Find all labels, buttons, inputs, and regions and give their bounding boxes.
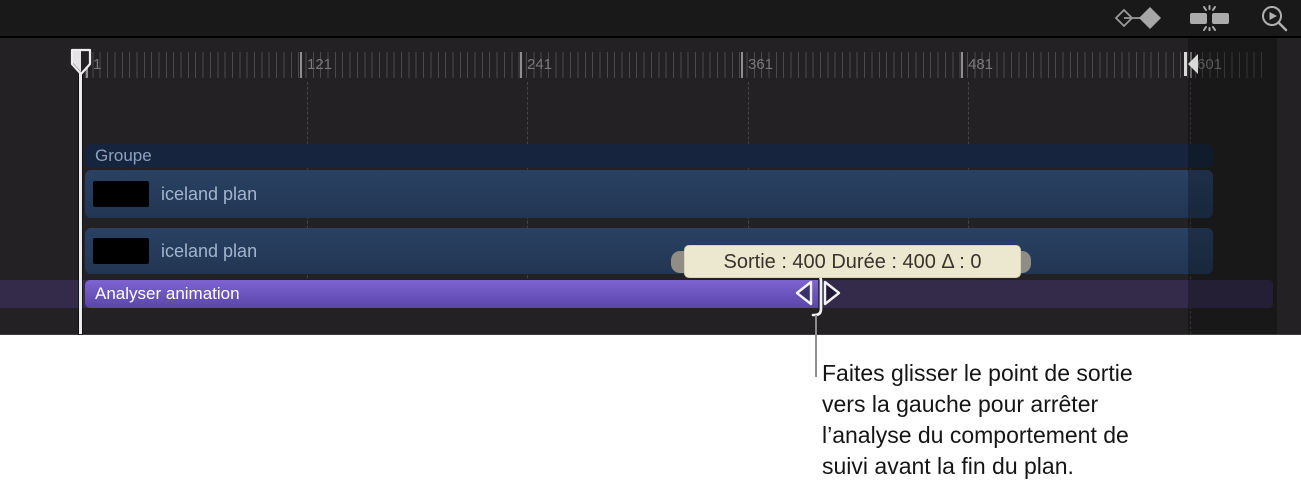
timeline-ruler[interactable] <box>85 52 1267 78</box>
track-group[interactable]: Groupe <box>85 144 1213 168</box>
keyframe-icon[interactable] <box>1108 5 1164 31</box>
drag-info-tooltip: Sortie : 400 Durée : 400 Δ : 0 <box>684 245 1021 278</box>
callout-leader-line <box>815 315 817 377</box>
ruler-label: 121 <box>300 52 332 78</box>
out-of-range-overlay <box>1188 38 1277 334</box>
callout-caption: Faites glisser le point de sortie vers l… <box>822 360 1133 479</box>
playhead-line[interactable] <box>79 50 82 334</box>
ruler-label: 481 <box>961 52 993 78</box>
clip-thumbnail <box>93 181 149 207</box>
timeline-panel: 1 121 241 361 481 601 Groupe iceland pla… <box>0 38 1301 335</box>
track-clip-1[interactable]: iceland plan <box>85 170 1213 218</box>
range-end-marker[interactable] <box>1183 52 1199 76</box>
ruler-label: 241 <box>520 52 552 78</box>
out-point-drag-handle[interactable] <box>793 272 841 318</box>
playhead-marker[interactable] <box>70 48 92 76</box>
behavior-bar-analyser-animation[interactable]: Analyser animation <box>85 280 818 308</box>
clip-thumbnail <box>93 238 149 264</box>
track-clip-1-label: iceland plan <box>161 183 258 204</box>
track-clip-2[interactable]: iceland plan <box>85 228 1213 274</box>
snap-edit-icon[interactable] <box>1188 5 1238 31</box>
behavior-label: Analyser animation <box>95 284 240 303</box>
toolbar <box>0 0 1301 38</box>
zoom-play-icon[interactable] <box>1258 4 1294 34</box>
ruler-label: 601 <box>1190 52 1222 78</box>
ruler-label: 1 <box>86 52 101 78</box>
ruler-label: 361 <box>741 52 773 78</box>
track-group-label: Groupe <box>95 146 152 165</box>
track-clip-2-label: iceland plan <box>161 240 258 261</box>
